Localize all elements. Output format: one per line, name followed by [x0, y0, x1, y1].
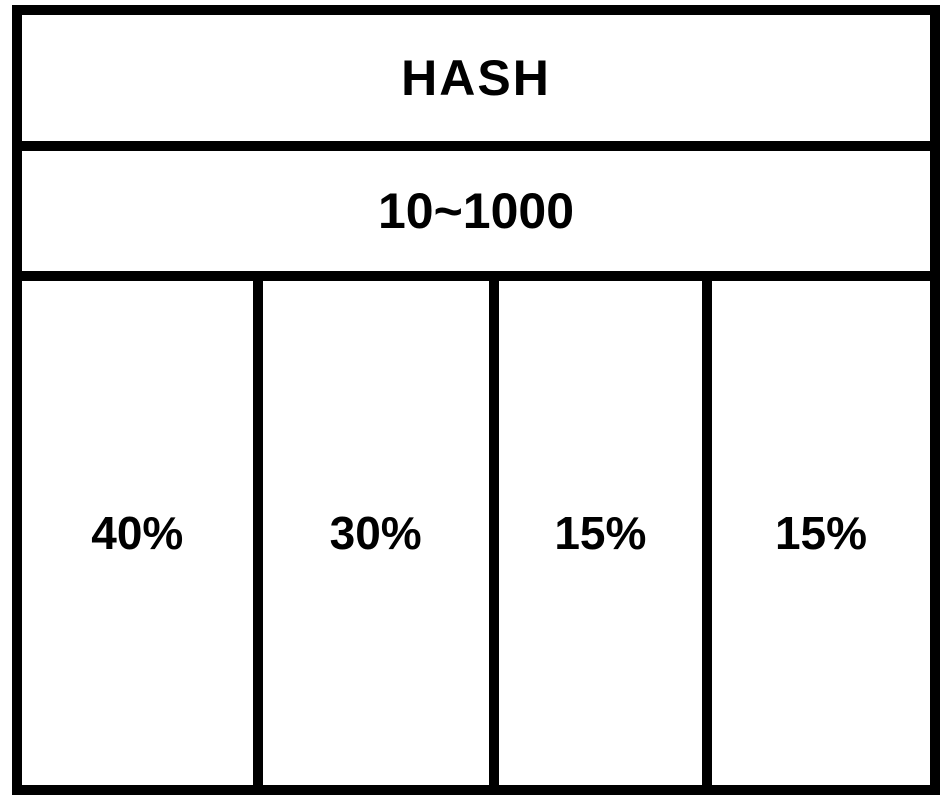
percent-cell-2: 30% — [263, 281, 499, 785]
percent-cell-3: 15% — [499, 281, 712, 785]
percent-cell-4: 15% — [712, 281, 930, 785]
header-row-2: 10~1000 — [22, 151, 930, 281]
header-row-1: HASH — [22, 15, 930, 151]
diagram-outer: HASH 10~1000 40% 30% 15% 15% — [12, 5, 940, 795]
percent-row: 40% 30% 15% 15% — [22, 281, 930, 785]
percent-cell-1-value: 40% — [91, 506, 183, 560]
percent-cell-1: 40% — [22, 281, 263, 785]
header-range-label: 10~1000 — [378, 182, 574, 240]
percent-cell-2-value: 30% — [330, 506, 422, 560]
percent-cell-4-value: 15% — [775, 506, 867, 560]
percent-cell-3-value: 15% — [554, 506, 646, 560]
header-hash-label: HASH — [401, 49, 551, 107]
